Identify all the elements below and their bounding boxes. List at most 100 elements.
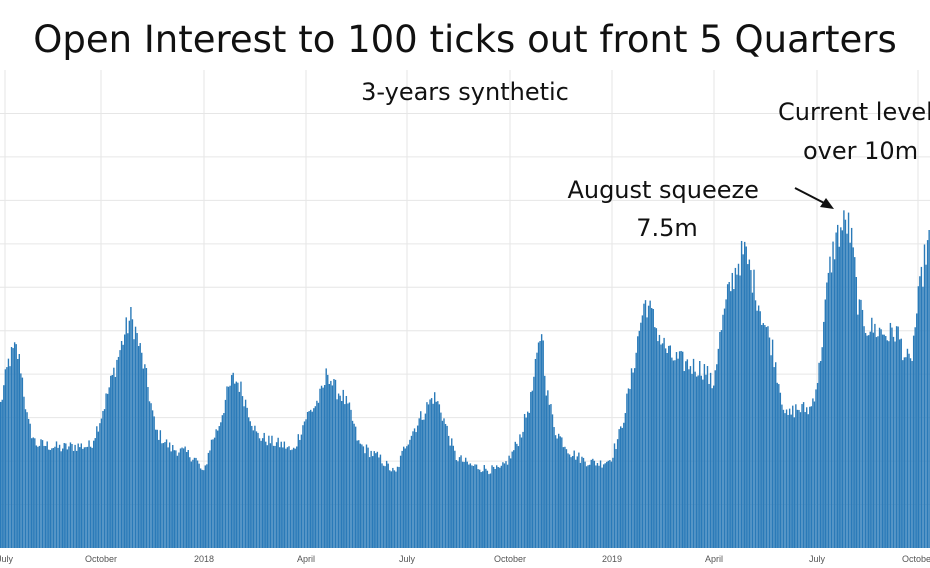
- bar: [536, 352, 538, 548]
- bar: [373, 451, 375, 548]
- chart-title: Open Interest to 100 ticks out front 5 Q…: [33, 18, 896, 61]
- bar: [643, 303, 645, 548]
- bar: [134, 326, 137, 548]
- bar: [389, 470, 391, 548]
- bar: [757, 305, 760, 548]
- bar: [832, 241, 834, 548]
- bar: [117, 356, 120, 548]
- bar: [387, 463, 389, 548]
- bar: [818, 362, 820, 548]
- bar: [35, 445, 38, 548]
- bar: [365, 444, 368, 548]
- bar: [297, 434, 299, 548]
- bar: [824, 299, 826, 548]
- bar: [759, 311, 761, 548]
- bar: [841, 230, 844, 548]
- bar: [299, 439, 301, 548]
- bar: [275, 442, 278, 548]
- bar: [843, 210, 845, 548]
- bar: [119, 350, 121, 548]
- bar: [449, 445, 451, 548]
- bar: [454, 450, 456, 548]
- bar: [57, 447, 59, 548]
- bar: [375, 453, 377, 548]
- bar: [252, 430, 255, 548]
- bar: [813, 401, 816, 548]
- bar: [314, 406, 317, 548]
- bar: [159, 430, 162, 548]
- bar: [613, 443, 616, 548]
- bar: [595, 465, 597, 548]
- bar: [461, 461, 464, 548]
- bar: [522, 431, 524, 548]
- bar: [269, 443, 272, 548]
- bar: [475, 464, 478, 548]
- bar: [855, 277, 857, 548]
- annotation-current-line1: Current level: [778, 98, 930, 126]
- bar: [279, 447, 281, 548]
- bar: [889, 322, 892, 548]
- bar: [241, 396, 244, 548]
- bar: [1, 399, 3, 548]
- bar: [723, 308, 726, 548]
- bar: [573, 450, 575, 548]
- bar: [34, 438, 36, 548]
- bar: [903, 357, 906, 548]
- bar: [124, 334, 126, 548]
- bar: [260, 440, 262, 548]
- bar: [675, 352, 678, 548]
- bar: [874, 323, 876, 548]
- bar: [916, 313, 918, 548]
- bar: [362, 446, 365, 548]
- bar: [480, 472, 482, 548]
- bar: [234, 383, 236, 548]
- bar: [58, 444, 61, 548]
- bar: [359, 443, 361, 548]
- bar: [175, 450, 177, 548]
- bar: [158, 439, 160, 548]
- bar: [533, 376, 535, 548]
- bar: [647, 305, 650, 548]
- bar: [232, 372, 234, 548]
- bar: [395, 471, 397, 548]
- bar: [632, 372, 634, 548]
- bar: [210, 439, 213, 548]
- bar: [69, 442, 72, 548]
- bar: [406, 446, 408, 548]
- bar: [337, 393, 340, 548]
- bar: [426, 402, 428, 548]
- bar: [286, 447, 289, 548]
- bar: [249, 421, 251, 548]
- bar: [372, 456, 374, 548]
- bar: [413, 428, 416, 548]
- bar: [421, 419, 423, 548]
- bar: [528, 412, 530, 548]
- bar: [548, 404, 551, 548]
- bar: [458, 457, 461, 548]
- bar: [829, 256, 831, 548]
- bar: [592, 458, 594, 548]
- bar: [765, 327, 768, 548]
- bar: [102, 411, 104, 548]
- bar: [773, 367, 775, 548]
- bar: [399, 455, 402, 548]
- bar: [888, 341, 890, 548]
- bar: [13, 342, 16, 548]
- bar: [38, 445, 41, 548]
- bar: [869, 331, 871, 548]
- bar: [764, 325, 766, 548]
- bar: [226, 386, 228, 548]
- bar: [472, 466, 475, 548]
- bar: [207, 452, 210, 548]
- bar: [46, 441, 48, 548]
- x-tick-label: 2018: [194, 554, 214, 564]
- bar: [317, 402, 320, 548]
- bar: [283, 441, 286, 548]
- bar: [285, 448, 287, 548]
- bar: [429, 399, 431, 548]
- bar: [168, 442, 171, 548]
- bar: [678, 351, 681, 548]
- bar: [545, 395, 547, 548]
- bar: [370, 450, 372, 548]
- bar: [711, 388, 713, 548]
